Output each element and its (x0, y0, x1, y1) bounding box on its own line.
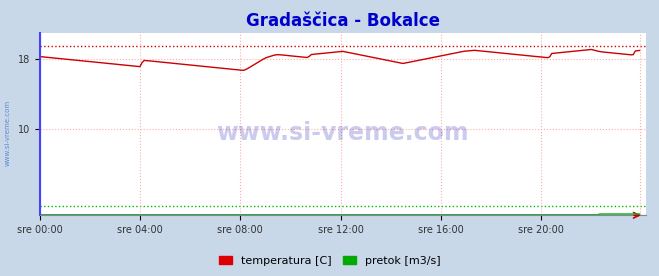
Text: www.si-vreme.com: www.si-vreme.com (216, 121, 469, 145)
Legend: temperatura [C], pretok [m3/s]: temperatura [C], pretok [m3/s] (214, 251, 445, 270)
Text: www.si-vreme.com: www.si-vreme.com (5, 99, 11, 166)
Title: Gradaščica - Bokalce: Gradaščica - Bokalce (246, 12, 440, 30)
